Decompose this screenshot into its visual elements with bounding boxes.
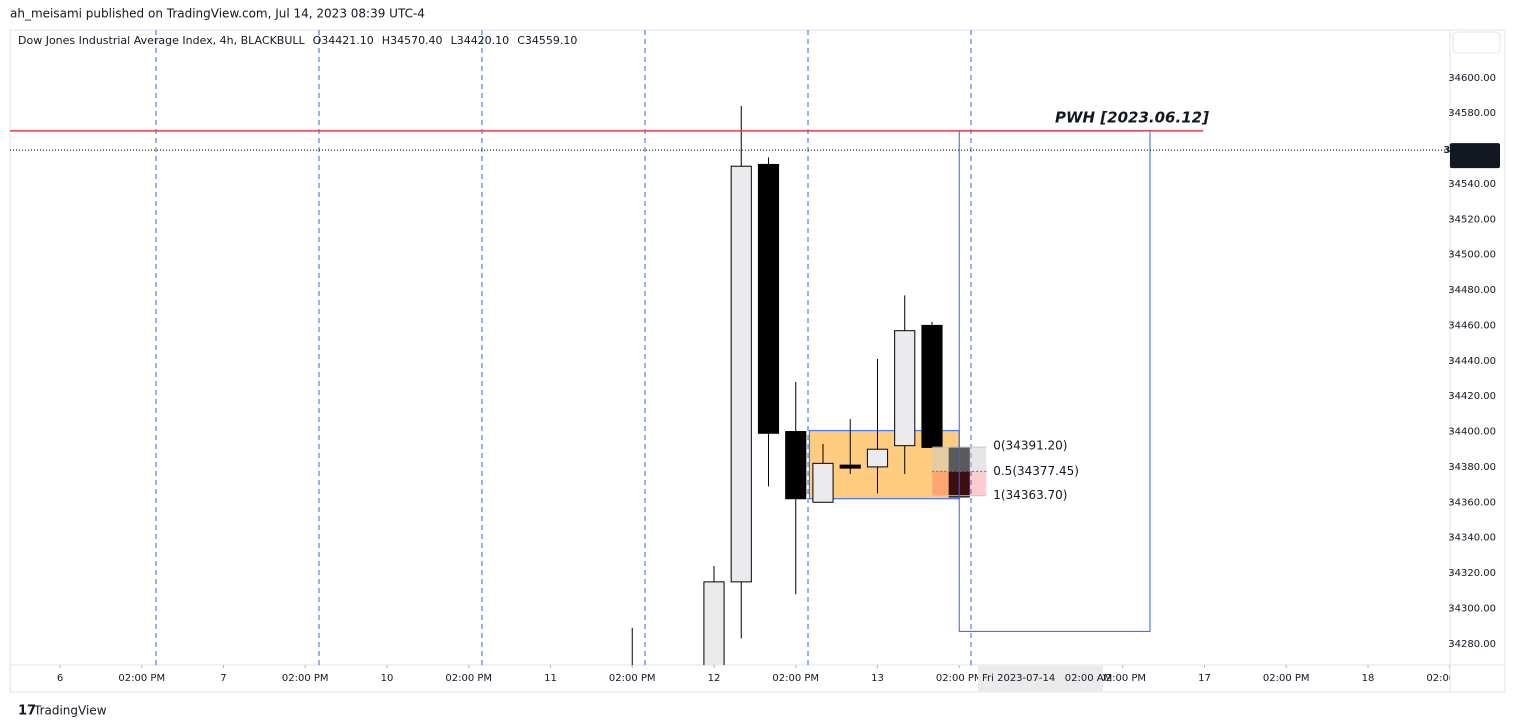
last-price-label: 34559.10: [1443, 145, 1496, 156]
fib-label: 1(34363.70): [993, 488, 1067, 502]
last-price-tag: [1450, 143, 1500, 169]
x-tick-label: 02:00 PM: [936, 673, 983, 684]
crosshair-label: Fri 2023-07-14 02:00 AM: [982, 673, 1112, 684]
x-tick-label: 02:00 PM: [445, 673, 492, 684]
x-tick-label: 13: [871, 673, 884, 684]
y-tick-label: 34500.00: [1448, 250, 1496, 261]
fib-label: 0.5(34377.45): [993, 464, 1079, 478]
candle-body: [866, 448, 889, 468]
x-tick-label: 12: [708, 673, 721, 684]
x-tick-label: 02:00 PM: [118, 673, 165, 684]
chart-title: Dow Jones Industrial Average Index, 4h, …: [18, 34, 306, 47]
x-tick-label: 6: [57, 673, 63, 684]
y-tick-label: 34420.00: [1448, 391, 1496, 402]
y-tick-label: 34440.00: [1448, 356, 1496, 367]
candle-body: [812, 462, 834, 503]
plot-area: 0(34391.20) 0.5(34377.45) 1(34363.70) PWH […: [10, 30, 1450, 665]
x-tick-label: 02:00 PM: [1426, 673, 1473, 684]
ohlc-value: C34559.10: [517, 34, 577, 47]
y-tick-label: 34540.00: [1448, 179, 1496, 190]
x-tick-label: 02:00 PM: [1263, 673, 1310, 684]
publisher-header: ah_meisami published on TradingView.com,…: [10, 7, 425, 21]
y-tick-label: 34380.00: [1448, 462, 1496, 473]
chart-frame: [9, 29, 1506, 693]
ohlc-value: H34570.40: [382, 34, 443, 47]
candle-body: [703, 581, 725, 665]
x-tick-label: 02:00 PM: [772, 673, 819, 684]
candle-body: [757, 163, 780, 434]
x-tick-label: 02:00 PM: [1099, 673, 1146, 684]
axes: 34280.00 34300.00 34320.00 34340.00 34360.00…: [1443, 73, 1500, 650]
y-tick-label: 34320.00: [1448, 568, 1496, 579]
y-tick-label: 34460.00: [1448, 320, 1496, 331]
y-tick-label: 34580.00: [1448, 108, 1496, 119]
fib-label: 0(34391.20): [993, 439, 1067, 453]
y-tick-label: 34340.00: [1448, 533, 1496, 544]
candle-body: [839, 464, 861, 469]
candle-body: [894, 330, 916, 447]
y-tick-label: 34400.00: [1448, 427, 1496, 438]
countdown-label: 01:20:19: [1451, 156, 1496, 167]
x-tick-label: 02:00 PM: [609, 673, 656, 684]
x-tick-label: 17: [1198, 673, 1211, 684]
crosshair-tag: [978, 666, 1103, 691]
x-tick-label: 18: [1362, 673, 1375, 684]
ohlc-value: O34421.10: [313, 34, 374, 47]
x-tick-label: 02:00 PM: [282, 673, 329, 684]
y-tick-label: 34360.00: [1448, 497, 1496, 508]
time-axis: 6 02:00 PM 7 02:00 PM 10 02:00 PM 11 02:00 PM 12…: [57, 665, 1473, 684]
footer-logo: 17: [18, 704, 36, 719]
pwh-label: PWH [2023.06.12]: [1055, 108, 1209, 126]
range-box: [958, 130, 1151, 632]
x-tick-label: 10: [381, 673, 394, 684]
x-tick-label: 11: [544, 673, 557, 684]
footer: TradingView: [33, 704, 107, 718]
toolbar-button[interactable]: [1452, 31, 1501, 54]
y-tick-label: 34300.00: [1448, 603, 1496, 614]
candle-body: [921, 324, 943, 448]
ohlc-value: L34420.10: [451, 34, 510, 47]
y-tick-label: 34280.00: [1448, 639, 1496, 650]
candle-body: [730, 165, 752, 583]
y-tick-label: 34600.00: [1448, 73, 1496, 84]
x-tick-label: 7: [220, 673, 226, 684]
y-tick-label: 34520.00: [1448, 214, 1496, 225]
y-tick-label: 34480.00: [1448, 285, 1496, 296]
candle-body: [785, 431, 807, 500]
